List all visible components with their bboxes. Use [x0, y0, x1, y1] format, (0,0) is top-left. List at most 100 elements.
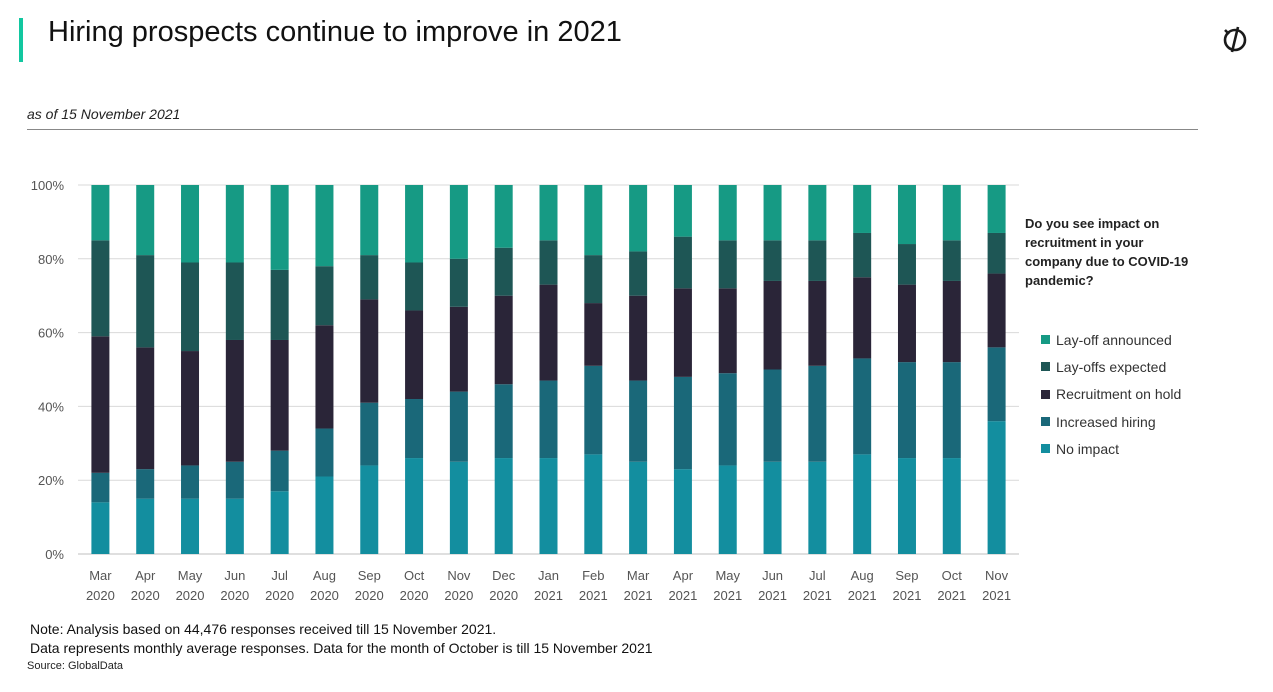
bar-segment: [987, 232, 1006, 274]
x-tick-label: Jun: [224, 568, 245, 583]
bar-segment: [181, 262, 200, 352]
legend-swatch: [1041, 389, 1050, 399]
bar-segment: [808, 185, 827, 241]
bar-segment: [987, 347, 1006, 422]
bar-segment: [270, 185, 289, 270]
bar-segment: [360, 255, 379, 300]
bar-segment: [405, 458, 424, 554]
data-note: Data represents monthly average response…: [30, 640, 653, 656]
legend-swatch: [1041, 362, 1050, 372]
x-tick-label: 2020: [220, 588, 249, 603]
bar-segment: [673, 376, 692, 470]
bar-segment: [629, 380, 648, 462]
bar-segment: [718, 288, 737, 374]
x-tick-label: 2021: [803, 588, 832, 603]
bar-segment: [449, 391, 468, 462]
bar-segment: [136, 469, 155, 499]
x-tick-label: 2020: [355, 588, 384, 603]
x-tick-label: 2021: [982, 588, 1011, 603]
legend-item: Increased hiring: [1041, 408, 1181, 435]
x-tick-label: Jan: [538, 568, 559, 583]
bar-segment: [763, 369, 782, 462]
bar-segment: [539, 380, 558, 459]
bar-segment: [360, 402, 379, 466]
bar-segment: [673, 236, 692, 289]
bar-segment: [853, 358, 872, 455]
bar-segment: [225, 461, 244, 499]
x-tick-label: Dec: [492, 568, 516, 583]
x-tick-label: Sep: [895, 568, 918, 583]
x-tick-label: Oct: [942, 568, 963, 583]
source-label: Source: GlobalData: [27, 660, 123, 672]
bar-segment: [942, 280, 961, 363]
legend-swatch: [1041, 444, 1050, 454]
bar-segment: [673, 185, 692, 237]
x-tick-label: Aug: [851, 568, 874, 583]
bar-segment: [718, 240, 737, 289]
x-tick-label: 2021: [713, 588, 742, 603]
bar-segment: [225, 339, 244, 462]
x-tick-label: Apr: [673, 568, 694, 583]
bar-segment: [718, 373, 737, 466]
bar-segment: [449, 185, 468, 259]
x-tick-label: 2021: [893, 588, 922, 603]
bar-segment: [181, 498, 200, 554]
bar-segment: [763, 240, 782, 281]
x-tick-label: 2021: [579, 588, 608, 603]
legend-swatch: [1041, 335, 1050, 345]
brand-logo-icon: [1223, 26, 1247, 53]
bar-segment: [539, 284, 558, 381]
bar-segment: [136, 347, 155, 470]
bar-segment: [449, 258, 468, 307]
bar-segment: [853, 232, 872, 278]
y-tick-label: 20%: [38, 473, 64, 488]
bar-segment: [181, 465, 200, 499]
y-tick-label: 0%: [45, 547, 64, 562]
x-tick-label: 2020: [310, 588, 339, 603]
bar-segment: [91, 336, 110, 473]
bar-segment: [225, 262, 244, 340]
y-tick-label: 40%: [38, 399, 64, 414]
bar-segment: [360, 185, 379, 256]
legend-label: Lay-offs expected: [1056, 358, 1167, 375]
x-tick-label: Apr: [135, 568, 156, 583]
bar-segment: [897, 244, 916, 285]
bar-segment: [539, 458, 558, 554]
bar-segment: [629, 295, 648, 381]
bar-segment: [315, 325, 334, 429]
x-tick-label: May: [178, 568, 203, 583]
chart-subtitle: as of 15 November 2021: [27, 106, 181, 122]
bar-segment: [360, 465, 379, 554]
bar-segment: [673, 469, 692, 554]
bar-segment: [629, 185, 648, 252]
bar-segment: [897, 185, 916, 245]
analysis-note: Note: Analysis based on 44,476 responses…: [30, 621, 497, 637]
legend-item: Lay-off announced: [1041, 326, 1181, 353]
bar-segment: [718, 185, 737, 241]
bar-segment: [897, 362, 916, 459]
legend-item: Recruitment on hold: [1041, 381, 1181, 408]
bar-segment: [91, 472, 110, 503]
legend-label: Lay-off announced: [1056, 331, 1172, 348]
bar-segment: [987, 273, 1006, 348]
bar-segment: [494, 185, 513, 248]
legend-item: No impact: [1041, 435, 1181, 462]
bar-segment: [181, 351, 200, 466]
header-divider: [27, 129, 1198, 130]
bar-segment: [584, 454, 603, 554]
x-tick-label: 2020: [86, 588, 115, 603]
y-tick-label: 80%: [38, 252, 64, 267]
bar-segment: [853, 185, 872, 233]
page-title: Hiring prospects continue to improve in …: [48, 16, 622, 48]
bar-segment: [494, 458, 513, 554]
bar-segment: [584, 365, 603, 455]
bar-segment: [539, 240, 558, 285]
bar-segment: [763, 280, 782, 370]
x-tick-label: 2020: [444, 588, 473, 603]
bar-segment: [808, 461, 827, 554]
legend-title: Do you see impact on recruitment in your…: [1025, 216, 1189, 288]
bar-segment: [584, 303, 603, 366]
x-tick-label: Feb: [582, 568, 604, 583]
bar-segment: [270, 450, 289, 492]
bar-segment: [270, 339, 289, 451]
